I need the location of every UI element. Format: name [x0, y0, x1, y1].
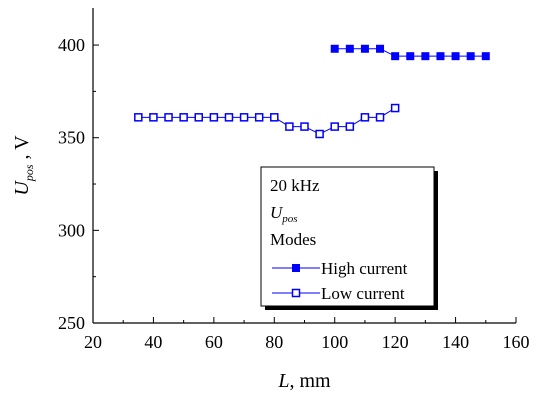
data-point-low-current: [270, 113, 279, 122]
y-tick-label: 350: [58, 128, 85, 148]
legend-box: [260, 166, 435, 307]
data-point-high-current: [406, 52, 415, 61]
legend-low-current-marker: [291, 288, 301, 298]
x-tick-label: 20: [84, 332, 102, 352]
data-point-high-current: [330, 44, 339, 53]
data-point-high-current: [421, 52, 430, 61]
x-axis: 20 40 60 80 100 120 140 160: [84, 317, 530, 352]
y-axis-title-unit: , V: [11, 135, 33, 165]
x-tick-label: 160: [503, 332, 530, 352]
data-point-high-current: [451, 52, 460, 61]
data-point-low-current: [164, 113, 173, 122]
data-point-high-current: [360, 44, 369, 53]
data-point-low-current: [300, 122, 309, 131]
data-point-low-current: [134, 113, 143, 122]
data-point-high-current: [345, 44, 354, 53]
x-tick-label: 100: [321, 332, 348, 352]
series-line-low-current: [138, 107, 396, 135]
legend-low-current-label: Low current: [321, 284, 405, 303]
x-tick-label: 40: [144, 332, 162, 352]
legend-quantity-symbol: U: [270, 203, 284, 222]
legend-frequency: 20 kHz: [270, 176, 320, 195]
data-point-low-current: [179, 113, 188, 122]
y-axis-title-subscript: pos: [22, 164, 36, 182]
y-axis-title-symbol: U: [11, 180, 33, 196]
legend-quantity: Upos: [270, 203, 298, 225]
data-point-low-current: [360, 113, 370, 122]
data-point-high-current: [391, 52, 400, 61]
series-layer: [134, 44, 490, 139]
x-tick-label: 60: [205, 332, 223, 352]
x-axis-title: L, mm: [277, 370, 331, 392]
data-point-high-current: [481, 52, 490, 61]
x-tick-label: 120: [382, 332, 409, 352]
data-point-low-current: [194, 113, 203, 122]
data-point-low-current: [315, 129, 324, 139]
y-axis-title: Upos , V: [11, 135, 36, 196]
y-tick-label: 400: [58, 35, 85, 55]
x-tick-label: 80: [265, 332, 283, 352]
x-tick-label: 140: [442, 332, 469, 352]
y-tick-label: 300: [58, 220, 85, 240]
legend-modes-heading: Modes: [270, 230, 316, 249]
data-point-low-current: [390, 103, 400, 113]
data-point-low-current: [285, 122, 294, 131]
legend: 20 kHz Upos Modes High current Low curre…: [260, 166, 438, 310]
data-point-low-current: [330, 122, 339, 131]
x-axis-title-symbol: L: [277, 370, 289, 392]
data-point-low-current: [239, 113, 249, 122]
data-point-low-current: [224, 113, 234, 122]
data-point-high-current: [376, 44, 385, 53]
x-axis-title-unit: , mm: [290, 370, 332, 392]
legend-high-current-marker: [292, 264, 300, 272]
data-point-low-current: [254, 113, 264, 122]
series-high-current: [330, 44, 490, 61]
data-point-high-current: [466, 52, 475, 61]
legend-quantity-subscript: pos: [281, 213, 297, 225]
data-point-low-current: [209, 113, 219, 122]
series-low-current: [134, 103, 400, 139]
data-point-high-current: [436, 52, 445, 61]
data-point-low-current: [149, 113, 158, 122]
y-tick-label: 250: [58, 313, 85, 333]
data-point-low-current: [345, 122, 355, 131]
data-point-low-current: [375, 113, 385, 122]
legend-high-current-label: High current: [321, 259, 408, 278]
y-axis: 250 300 350 400: [58, 35, 99, 333]
